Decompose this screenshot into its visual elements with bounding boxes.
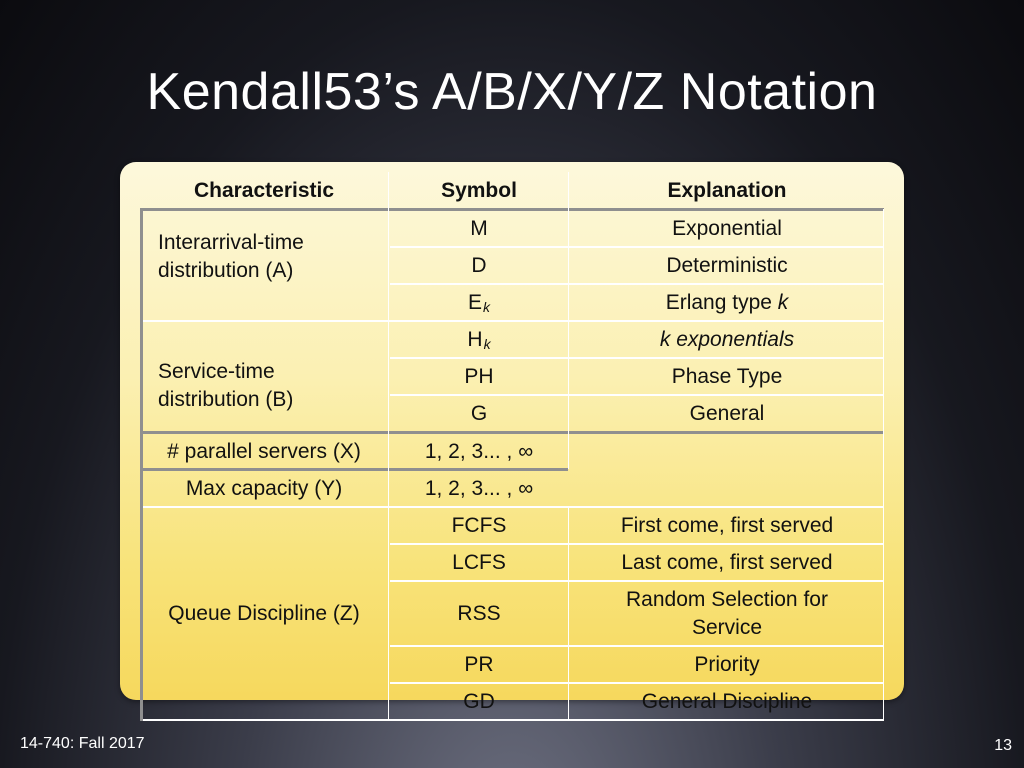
column-divider — [568, 506, 569, 721]
slide-title: Kendall53’s A/B/X/Y/Z Notation — [146, 63, 878, 121]
explanation-lcfs: Last come, first served — [621, 550, 833, 574]
characteristic-service: Service-time distribution (B) — [158, 359, 294, 411]
table-right-rule — [883, 209, 884, 721]
table-left-rule — [140, 209, 143, 721]
row-divider — [390, 394, 884, 396]
symbol-pr: PR — [464, 652, 494, 676]
row-divider — [390, 357, 884, 359]
symbol-rss: RSS — [457, 601, 501, 625]
explanation-general-discipline: General Discipline — [641, 689, 813, 713]
explanation-fcfs: First come, first served — [620, 513, 834, 537]
symbol-gd: GD — [463, 689, 495, 713]
footer-course: 14-740: Fall 2017 — [20, 735, 145, 752]
row-divider — [390, 283, 884, 285]
column-divider — [568, 172, 569, 469]
characteristic-capacity: Max capacity (Y) — [185, 476, 343, 500]
characteristic-servers: # parallel servers (X) — [167, 439, 361, 463]
page-number: 13 — [994, 737, 1012, 754]
section-rule — [140, 431, 884, 434]
row-divider — [390, 246, 884, 248]
explanation-deterministic: Deterministic — [666, 253, 788, 277]
explanation-exponential: Exponential — [672, 216, 782, 240]
header-rule — [140, 208, 884, 211]
explanation-phase-type: Phase Type — [671, 364, 783, 388]
explanation-priority: Priority — [694, 652, 760, 676]
explanation-k-exponentials: k exponentials — [659, 327, 795, 351]
symbol-ek-subscript: k — [483, 298, 490, 315]
symbol-fcfs: FCFS — [451, 513, 507, 537]
section-rule — [140, 468, 568, 471]
header-characteristic: Characteristic — [193, 178, 335, 202]
explanation-rss: Random Selection for Service — [626, 587, 828, 639]
symbol-g: G — [470, 401, 488, 425]
symbol-capacity-range: 1, 2, 3... , ∞ — [424, 476, 534, 500]
column-divider — [388, 172, 389, 721]
symbol-ek-base: E — [467, 290, 482, 314]
symbol-ph: PH — [464, 364, 494, 388]
symbol-m: M — [470, 216, 488, 240]
row-divider — [390, 580, 884, 582]
header-symbol: Symbol — [441, 178, 517, 202]
explanation-general: General — [689, 401, 765, 425]
header-explanation: Explanation — [667, 178, 787, 202]
explanation-erlang: Erlang type k — [570, 285, 884, 321]
characteristic-discipline: Queue Discipline (Z) — [168, 601, 360, 625]
table-bottom-rule — [140, 719, 884, 721]
row-divider — [390, 543, 884, 545]
explanation-erlang-text: Erlang type — [665, 290, 778, 314]
symbol-servers-range: 1, 2, 3... , ∞ — [424, 439, 534, 463]
symbol-hk-subscript: k — [483, 335, 491, 352]
row-divider — [390, 682, 884, 684]
symbol-lcfs: LCFS — [452, 550, 506, 574]
symbol-hk-base: H — [467, 327, 483, 351]
characteristic-interarrival: Interarrival-time distribution (A) — [158, 230, 304, 282]
row-divider — [140, 320, 884, 322]
row-divider — [390, 645, 884, 647]
row-divider — [140, 506, 884, 508]
explanation-erlang-variable: k — [777, 290, 789, 314]
symbol-d: D — [471, 253, 487, 277]
